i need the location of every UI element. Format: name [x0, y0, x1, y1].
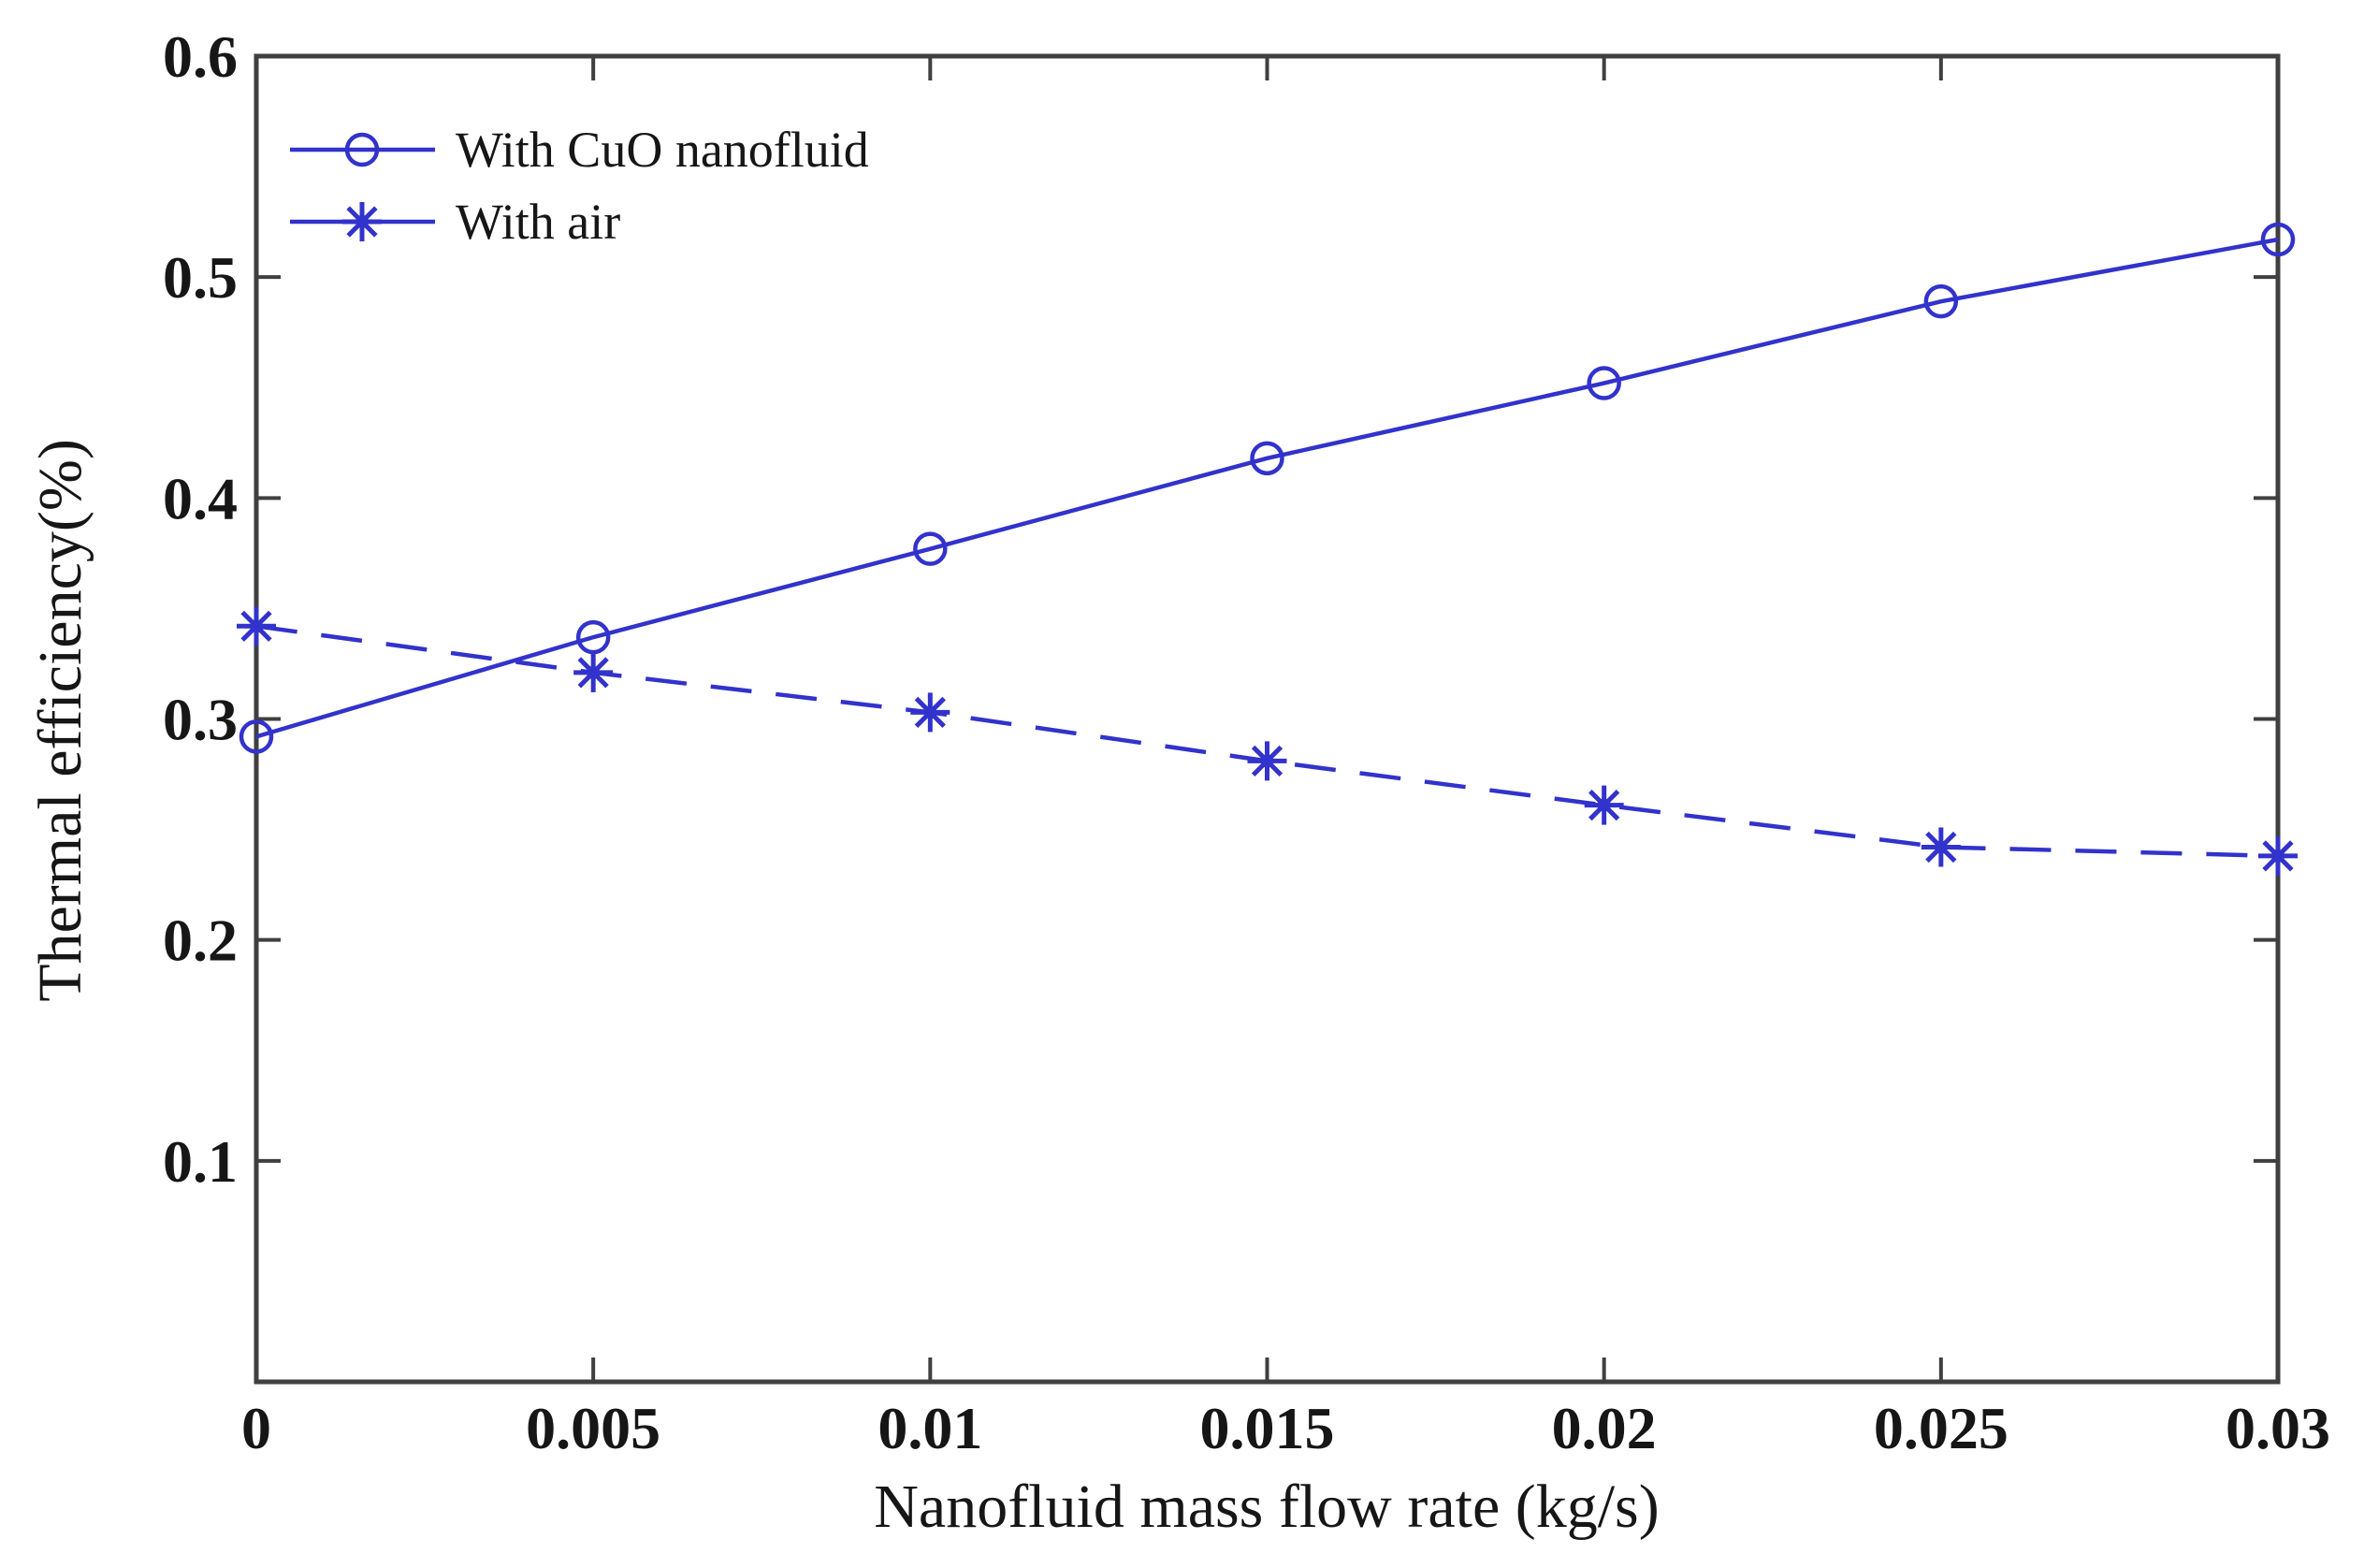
- data-point-circle: [913, 531, 948, 566]
- x-axis-label: Nanofluid mass flow rate (kg/s): [874, 1473, 1659, 1541]
- data-point-circle: [2260, 222, 2296, 257]
- x-tick-label: 0.02: [1552, 1395, 1657, 1461]
- data-point-asterisk: [923, 705, 937, 719]
- series-line-1: [255, 624, 2279, 859]
- legend-label-cuo-nanofluid: With CuO nanofluid: [456, 122, 869, 178]
- y-tick-label: 0.4: [163, 465, 238, 531]
- y-tick-label: 0.6: [163, 23, 238, 90]
- data-point-asterisk: [1934, 840, 1948, 854]
- x-tick-label: 0.03: [2226, 1395, 2330, 1461]
- data-point-asterisk: [587, 665, 601, 679]
- y-tick-label: 0.2: [163, 907, 238, 974]
- y-axis-label: Thermal efficiency(%): [26, 439, 94, 1002]
- legend-label-air: With air: [456, 194, 620, 250]
- series-line-0: [255, 237, 2279, 739]
- plot-box: [254, 53, 2281, 1385]
- x-tick-label: 0.01: [877, 1395, 982, 1461]
- y-tick-label: 0.3: [163, 687, 238, 753]
- data-point-asterisk: [250, 619, 263, 633]
- x-tick-label: 0: [241, 1395, 271, 1461]
- y-tick-label: 0.1: [163, 1128, 238, 1195]
- data-point-circle: [1250, 441, 1284, 476]
- data-point-circle: [1587, 366, 1621, 400]
- x-tick-label: 0.005: [526, 1395, 660, 1461]
- plot-layer: 0 0.005 0.01 0.015 0.02 0.025 0.03 0.1 0.2 0.3 0.4…: [163, 23, 2330, 1461]
- legend-marker-asterisk: [355, 215, 369, 228]
- data-point-asterisk: [2271, 849, 2284, 863]
- legend: With CuO nanofluid With air: [456, 122, 869, 250]
- y-tick-label: 0.5: [163, 244, 238, 311]
- data-point-circle: [575, 619, 611, 655]
- x-tick-label: 0.015: [1200, 1395, 1335, 1461]
- data-point-circle: [1923, 283, 1959, 319]
- legend-marker-circle: [344, 132, 380, 167]
- data-point-asterisk: [1260, 754, 1274, 768]
- data-point-circle: [239, 719, 274, 754]
- x-tick-label: 0.025: [1874, 1395, 2009, 1461]
- data-point-asterisk: [1597, 798, 1611, 812]
